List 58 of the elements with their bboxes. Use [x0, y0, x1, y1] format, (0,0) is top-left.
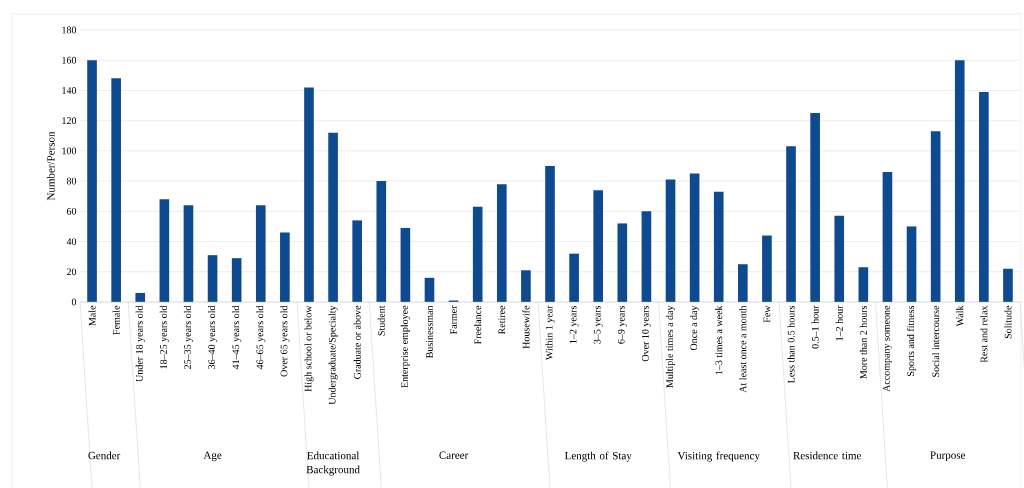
x-tick-label: Student — [377, 305, 385, 336]
x-tick-label: High school or below — [304, 305, 314, 392]
y-tick-label: 140 — [62, 87, 77, 94]
x-tick-label: Walk — [956, 305, 964, 327]
x-tick-label: Undergraduate/Specialty — [328, 305, 338, 405]
y-tick-label: 80 — [66, 177, 77, 185]
text: Length of Stay — [564, 451, 632, 462]
y-tick-label: 0 — [71, 298, 77, 306]
x-tick-label: 6–9 years — [617, 305, 627, 344]
x-tick-label: 1–2 hour — [835, 305, 843, 341]
x-tick-label: 1–3 times a week — [715, 305, 723, 375]
text: Age — [203, 451, 222, 462]
x-tick-label: Female — [112, 305, 120, 335]
x-tick-label: Enterprise employee — [400, 305, 410, 388]
x-tick-label: Rest and relax — [980, 305, 988, 363]
x-tick-label: More than 2 hours — [859, 305, 867, 379]
y-tick-label: 180 — [62, 26, 77, 34]
x-tick-label: 46–65 years old — [256, 305, 266, 370]
x-tick-label: Farmer — [450, 305, 457, 335]
y-tick-label: 100 — [62, 147, 77, 155]
x-tick-label: Sports and fitness — [906, 305, 917, 376]
x-tick-label: Businessman — [426, 305, 433, 359]
x-tick-label: 0.5–1 hour — [811, 305, 819, 349]
y-axis-title: Number/Person — [46, 131, 55, 201]
x-tick-label: Multiple times a day — [665, 305, 676, 388]
x-tick-label: Solitude — [1004, 305, 1012, 339]
x-tick-label: Accompany someone — [883, 305, 892, 392]
x-tick-label: Social intercourse — [932, 305, 940, 377]
x-tick-label: 18–25 years old — [159, 305, 169, 369]
x-tick-label: Male — [88, 305, 96, 326]
x-tick-label: Under 18 years old — [135, 305, 145, 382]
text: Career — [439, 451, 469, 459]
y-tick-label: 160 — [62, 56, 77, 64]
x-tick-label: 25–35 years old — [183, 305, 194, 369]
y-tick-label: 20 — [66, 268, 77, 276]
x-tick-label: Graduate or above — [353, 305, 361, 379]
y-tick-label: 120 — [62, 117, 77, 125]
text: Residence time — [793, 451, 862, 460]
x-tick-label: Freelance — [474, 305, 482, 345]
y-tick-label: 40 — [66, 238, 77, 245]
x-tick-label: At least once a month — [739, 305, 747, 393]
text: Visiting frequency — [677, 451, 760, 462]
x-tick-label: Once a day — [690, 305, 700, 351]
text: Gender — [88, 451, 121, 460]
x-tick-label: Within 1 year — [545, 305, 555, 361]
x-tick-label: Retiree — [498, 305, 506, 335]
x-tick-label: 3–5 years — [593, 305, 603, 344]
x-tick-label: Over 65 years old — [280, 305, 290, 377]
x-tick-label: Over 10 years — [642, 305, 651, 362]
x-tick-label: 1–2 years — [569, 305, 579, 344]
y-tick-label: 60 — [66, 207, 77, 215]
x-tick-label: Housewife — [522, 305, 530, 349]
x-tick-label: Less than 0.5 hours — [787, 305, 795, 384]
text: Purpose — [930, 451, 966, 462]
text: Educational Background — [306, 451, 360, 476]
x-tick-label: 41–45 years old — [232, 305, 242, 370]
x-tick-label: 36–40 years old — [208, 305, 218, 369]
x-tick-label: Few — [763, 305, 771, 323]
